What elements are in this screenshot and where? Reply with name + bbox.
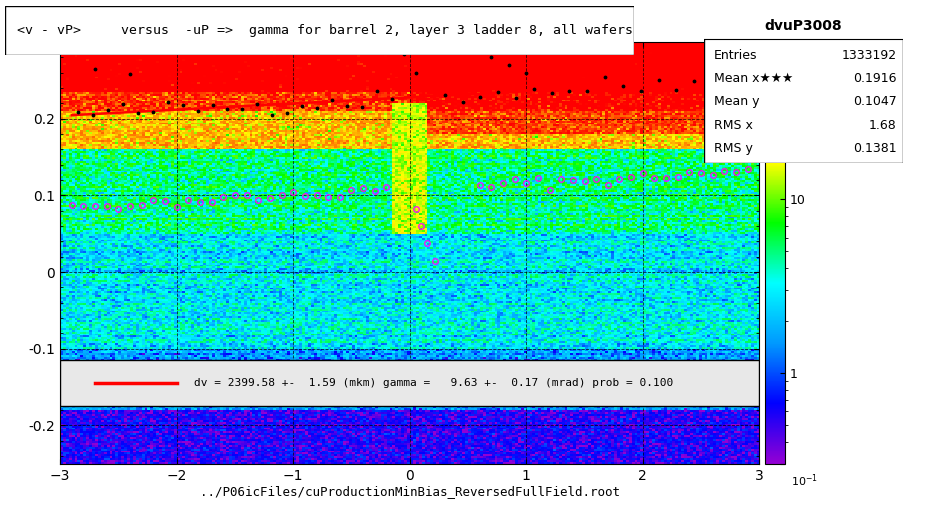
Text: 0.1916: 0.1916 xyxy=(854,72,897,85)
Text: 1.68: 1.68 xyxy=(870,119,897,132)
Text: dv = 2399.58 +-  1.59 (mkm) gamma =   9.63 +-  0.17 (mrad) prob = 0.100: dv = 2399.58 +- 1.59 (mkm) gamma = 9.63 … xyxy=(194,378,673,388)
Text: dvuP3008: dvuP3008 xyxy=(765,19,842,33)
Text: 1333192: 1333192 xyxy=(842,48,897,62)
Text: <v - vP>     versus  -uP =>  gamma for barrel 2, layer 3 ladder 8, all wafers: <v - vP> versus -uP => gamma for barrel … xyxy=(18,24,633,37)
Text: RMS y: RMS y xyxy=(714,142,753,155)
Text: 0.1381: 0.1381 xyxy=(853,142,897,155)
Text: Mean x★★★: Mean x★★★ xyxy=(714,72,793,85)
Text: RMS x: RMS x xyxy=(714,119,753,132)
Text: $10^{-1}$: $10^{-1}$ xyxy=(792,472,819,489)
Bar xyxy=(704,13,903,38)
X-axis label: ../P06icFiles/cuProductionMinBias_ReversedFullField.root: ../P06icFiles/cuProductionMinBias_Revers… xyxy=(200,485,619,499)
Text: 0.1047: 0.1047 xyxy=(853,95,897,108)
Bar xyxy=(60,360,759,406)
Text: Entries: Entries xyxy=(714,48,757,62)
Text: Mean y: Mean y xyxy=(714,95,759,108)
